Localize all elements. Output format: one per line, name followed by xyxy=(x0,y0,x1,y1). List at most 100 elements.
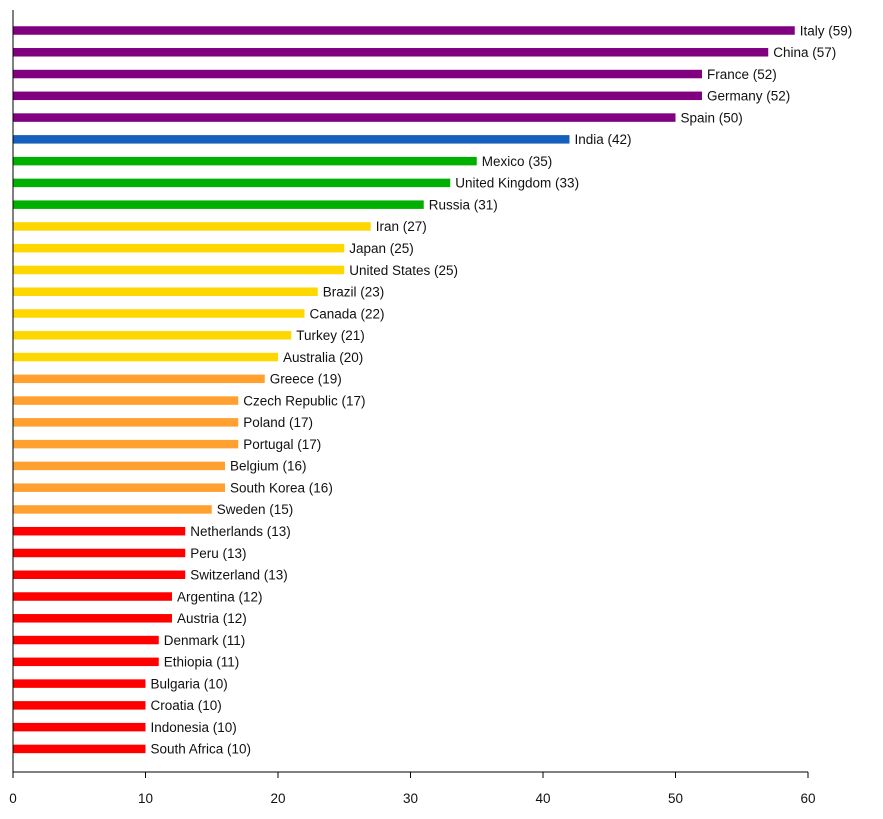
bar xyxy=(13,135,570,144)
bar xyxy=(13,505,212,514)
bar-label: China (57) xyxy=(773,45,836,60)
bar xyxy=(13,331,292,340)
bar-group: Japan (25) xyxy=(13,241,414,256)
bar-group: South Africa (10) xyxy=(13,742,251,757)
bar-group: Austria (12) xyxy=(13,611,247,626)
bar-group: Greece (19) xyxy=(13,372,342,387)
bar xyxy=(13,69,702,79)
bar xyxy=(13,200,424,209)
bar-group: India (42) xyxy=(13,132,632,147)
bar-label: Spain (50) xyxy=(681,110,743,125)
bar xyxy=(13,548,186,558)
bar xyxy=(13,352,278,362)
bar-group: Indonesia (10) xyxy=(13,720,237,735)
bar xyxy=(13,461,225,471)
bar xyxy=(13,614,172,623)
bar xyxy=(13,439,239,449)
bar-group: Russia (31) xyxy=(13,197,498,212)
bar-group: United Kingdom (33) xyxy=(13,176,579,191)
bar-group: Portugal (17) xyxy=(13,437,321,452)
bar-label: Turkey (21) xyxy=(296,328,365,343)
bar-group: Turkey (21) xyxy=(13,328,365,343)
x-tick-label: 60 xyxy=(800,791,815,806)
bar xyxy=(13,679,146,688)
bar-group: France (52) xyxy=(13,67,777,82)
x-tick-label: 40 xyxy=(535,791,550,806)
bar xyxy=(13,722,146,732)
bar-group: Netherlands (13) xyxy=(13,524,291,539)
bar-label: Austria (12) xyxy=(177,611,247,626)
bar-label: Denmark (11) xyxy=(164,633,246,648)
bar xyxy=(13,701,146,710)
bar-label: Portugal (17) xyxy=(243,437,321,452)
bar xyxy=(13,309,305,318)
bar xyxy=(13,91,702,101)
bar-label: Belgium (16) xyxy=(230,459,307,474)
bar-group: Czech Republic (17) xyxy=(13,393,366,408)
bar xyxy=(13,396,239,405)
bar xyxy=(13,26,795,35)
bar-group: Germany (52) xyxy=(13,89,790,104)
bar-group: Argentina (12) xyxy=(13,589,263,604)
bar-label: France (52) xyxy=(707,67,777,82)
bar xyxy=(13,156,477,166)
bar-group: Croatia (10) xyxy=(13,698,222,713)
bar-label: Switzerland (13) xyxy=(190,568,288,583)
bar-group: Belgium (16) xyxy=(13,459,307,474)
bar-label: Ethiopia (11) xyxy=(164,655,240,670)
bar-group: Mexico (35) xyxy=(13,154,552,169)
bar-group: South Korea (16) xyxy=(13,480,333,495)
bar-label: Bulgaria (10) xyxy=(151,676,228,691)
bar-group: Switzerland (13) xyxy=(13,568,288,583)
bar xyxy=(13,48,769,57)
bar-group: Peru (13) xyxy=(13,546,247,561)
bar-label: Japan (25) xyxy=(349,241,414,256)
bar xyxy=(13,265,345,275)
bar-label: Poland (17) xyxy=(243,415,313,430)
x-tick-label: 30 xyxy=(403,791,418,806)
bar-label: Greece (19) xyxy=(270,372,342,387)
bar xyxy=(13,570,186,579)
x-tick-label: 0 xyxy=(9,791,17,806)
bar-group: Italy (59) xyxy=(13,23,852,38)
bar-label: Australia (20) xyxy=(283,350,363,365)
bar-group: United States (25) xyxy=(13,263,458,278)
bars-layer: Italy (59) China (57) France (52) Germany (… xyxy=(13,23,852,757)
bar-label: Indonesia (10) xyxy=(151,720,237,735)
bar xyxy=(13,374,265,384)
bar-label: South Africa (10) xyxy=(151,742,252,757)
bar-label: Russia (31) xyxy=(429,197,498,212)
bar xyxy=(13,178,451,188)
bar-label: Brazil (23) xyxy=(323,285,385,300)
bar-group: Denmark (11) xyxy=(13,633,245,648)
bar xyxy=(13,744,146,754)
bar xyxy=(13,287,318,296)
bar-label: Croatia (10) xyxy=(151,698,222,713)
bar-label: Sweden (15) xyxy=(217,502,294,517)
bar-label: Peru (13) xyxy=(190,546,246,561)
bar xyxy=(13,113,676,122)
bar xyxy=(13,657,159,667)
bar-label: United Kingdom (33) xyxy=(455,176,579,191)
bar xyxy=(13,418,239,427)
bar-label: Canada (22) xyxy=(310,306,385,321)
bar-group: Sweden (15) xyxy=(13,502,293,517)
bar-group: Iran (27) xyxy=(13,219,427,234)
bar xyxy=(13,635,159,645)
bar-label: South Korea (16) xyxy=(230,480,333,495)
bar-group: Poland (17) xyxy=(13,415,313,430)
bar-label: Italy (59) xyxy=(800,23,853,38)
bar-group: China (57) xyxy=(13,45,836,60)
bar-group: Bulgaria (10) xyxy=(13,676,228,691)
bar-label: Germany (52) xyxy=(707,89,790,104)
x-axis: 0 10 20 30 40 50 60 xyxy=(9,10,816,806)
bar-label: Mexico (35) xyxy=(482,154,553,169)
bar-group: Australia (20) xyxy=(13,350,363,365)
bar-label: United States (25) xyxy=(349,263,458,278)
bar xyxy=(13,243,345,253)
bar-label: Iran (27) xyxy=(376,219,427,234)
bar-label: Argentina (12) xyxy=(177,589,263,604)
bar-group: Ethiopia (11) xyxy=(13,655,239,670)
bar-label: Czech Republic (17) xyxy=(243,393,365,408)
